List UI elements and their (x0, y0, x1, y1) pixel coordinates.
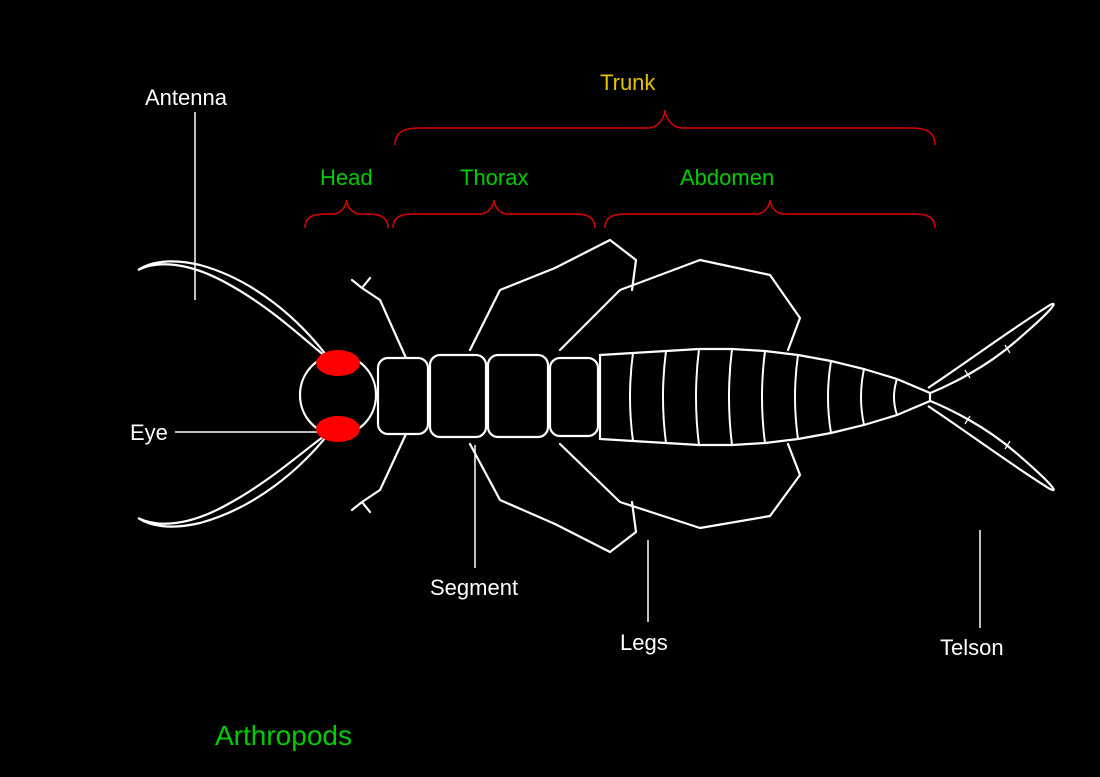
brace (605, 200, 935, 228)
label-telson: Telson (940, 635, 1004, 661)
antenna-top (138, 261, 330, 360)
leg-4 (560, 260, 800, 350)
label-eye: Eye (130, 420, 168, 446)
abdomen-outline (600, 349, 930, 445)
brace (395, 110, 935, 145)
label-antenna: Antenna (145, 85, 227, 111)
label-segment: Segment (430, 575, 518, 601)
eye-0 (316, 350, 360, 376)
thorax-seg-0 (378, 358, 428, 434)
brace (393, 200, 595, 228)
eye-1 (316, 416, 360, 442)
label-head: Head (320, 165, 373, 191)
label-abdomen: Abdomen (680, 165, 774, 191)
thorax-seg-3 (550, 358, 598, 436)
label-trunk: Trunk (600, 70, 655, 96)
label-legs: Legs (620, 630, 668, 656)
telson-top (928, 304, 1054, 394)
leg-3 (470, 444, 636, 552)
leg-1 (352, 434, 406, 512)
leg-5 (560, 444, 800, 528)
antenna-bottom (138, 432, 330, 527)
leg-0 (352, 278, 406, 358)
diagram-title: Arthropods (215, 720, 352, 752)
leg-2 (470, 240, 636, 350)
brace (305, 200, 388, 228)
arthropod-diagram (0, 0, 1100, 777)
label-thorax: Thorax (460, 165, 528, 191)
telson-bottom (928, 400, 1054, 490)
thorax-seg-1 (430, 355, 486, 437)
thorax-seg-2 (488, 355, 548, 437)
